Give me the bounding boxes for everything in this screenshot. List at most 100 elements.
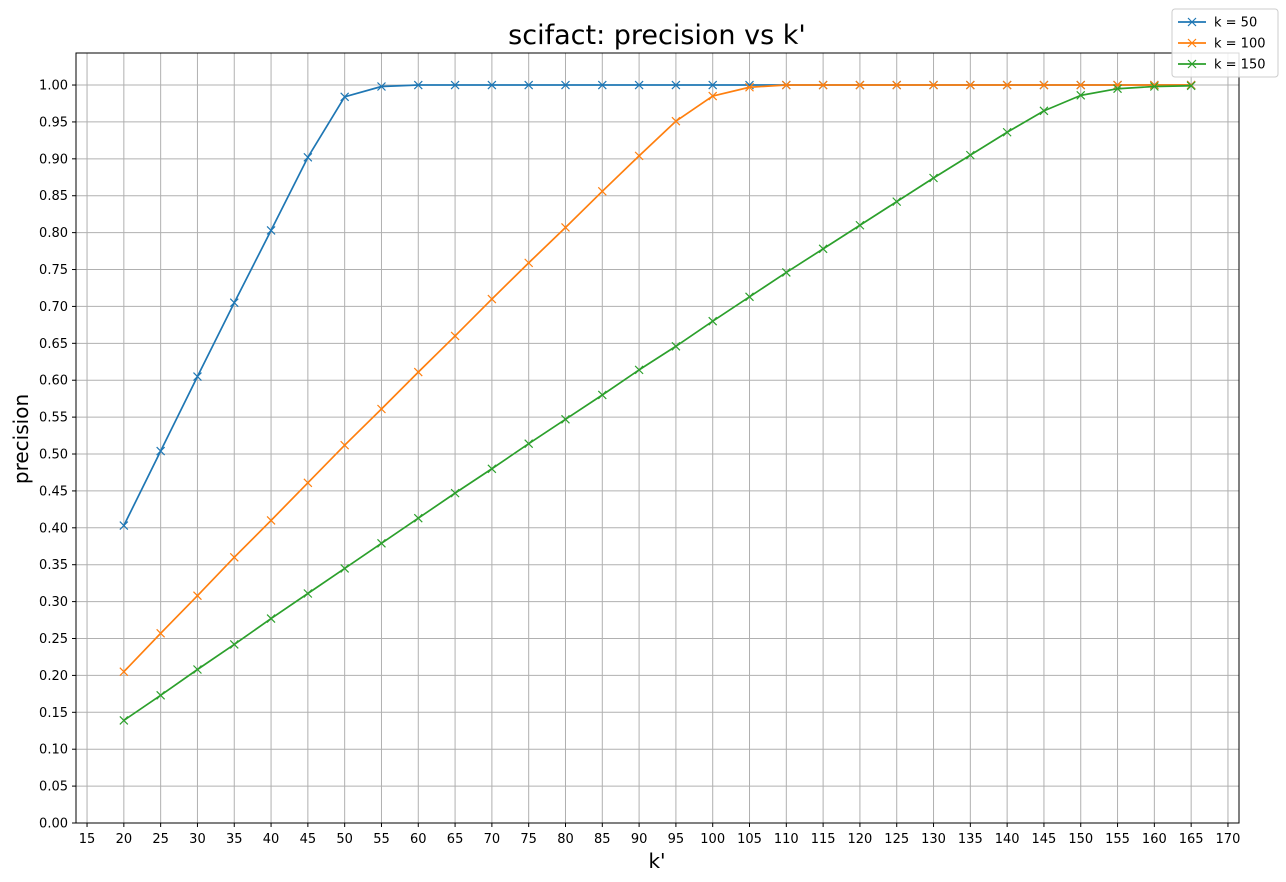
data-point xyxy=(708,91,718,101)
data-point xyxy=(1039,80,1049,90)
legend-box xyxy=(1171,8,1279,78)
legend-marker xyxy=(1187,38,1197,48)
x-tick-label: 95 xyxy=(668,832,685,847)
data-point xyxy=(119,715,129,725)
y-tick-label: 0.95 xyxy=(39,115,68,130)
data-point xyxy=(524,439,534,449)
data-point xyxy=(303,589,313,598)
y-tick-label: 0.10 xyxy=(39,743,68,758)
data-point xyxy=(597,390,607,400)
data-point xyxy=(855,80,865,90)
data-point xyxy=(156,690,166,700)
data-point xyxy=(818,80,828,90)
y-tick-label: 0.50 xyxy=(39,448,68,463)
x-tick-label: 115 xyxy=(811,832,836,847)
data-point xyxy=(1002,127,1012,137)
data-point xyxy=(303,478,313,488)
x-tick-label: 20 xyxy=(116,832,133,847)
data-point xyxy=(671,116,681,126)
x-tick-label: 15 xyxy=(79,832,96,847)
data-point xyxy=(965,80,975,90)
data-point xyxy=(929,80,938,90)
x-tick-label: 145 xyxy=(1032,832,1057,847)
data-point xyxy=(193,372,202,381)
data-point xyxy=(561,414,570,424)
y-tick-label: 0.55 xyxy=(39,411,68,426)
series-line xyxy=(123,84,1192,722)
legend: k = 50 k = 100 k = 150 xyxy=(1171,8,1279,78)
legend-item: k = 50 xyxy=(1178,16,1257,31)
y-axis: 0.00 0.05 0.10 0.15 0.20 0.25 0.30 0.35 0.40 0.45… xyxy=(39,79,76,832)
data-point xyxy=(745,82,754,92)
y-tick-label: 0.15 xyxy=(39,706,68,721)
x-tick-label: 55 xyxy=(373,832,390,847)
x-tick-label: 65 xyxy=(447,832,464,847)
legend-marker xyxy=(1187,17,1197,27)
data-point xyxy=(377,538,386,548)
data-point xyxy=(892,197,902,207)
legend-item: k = 150 xyxy=(1178,58,1266,73)
legend-item: k = 100 xyxy=(1178,37,1266,52)
x-tick-label: 70 xyxy=(484,832,501,847)
x-tick-label: 50 xyxy=(336,832,353,847)
x-tick-label: 35 xyxy=(226,832,243,847)
x-tick-label: 140 xyxy=(995,832,1020,847)
data-point xyxy=(781,80,791,90)
x-tick-label: 155 xyxy=(1105,832,1130,847)
x-tick-label: 105 xyxy=(737,832,762,847)
data-point xyxy=(450,488,460,498)
x-tick-label: 85 xyxy=(594,832,611,847)
x-tick-label: 60 xyxy=(410,832,427,847)
x-tick-label: 30 xyxy=(189,832,206,847)
y-tick-label: 0.05 xyxy=(39,780,68,795)
data-point xyxy=(708,80,718,90)
data-point xyxy=(965,150,975,160)
y-tick-label: 0.25 xyxy=(39,632,68,647)
data-point xyxy=(229,552,239,562)
data-point xyxy=(266,225,276,235)
data-point xyxy=(266,516,276,525)
x-tick-label: 120 xyxy=(848,832,873,847)
y-tick-label: 0.70 xyxy=(39,300,68,315)
data-point xyxy=(119,667,129,677)
legend-marker xyxy=(1187,59,1197,69)
y-tick-label: 0.20 xyxy=(39,669,68,684)
legend-label: k = 50 xyxy=(1214,16,1257,31)
x-tick-label: 75 xyxy=(520,832,537,847)
data-point xyxy=(1076,80,1086,90)
data-point xyxy=(634,151,644,161)
y-tick-label: 0.45 xyxy=(39,484,68,499)
x-tick-label: 100 xyxy=(700,832,725,847)
y-tick-label: 0.35 xyxy=(39,558,68,573)
y-tick-label: 0.30 xyxy=(39,595,68,610)
y-tick-label: 0.90 xyxy=(39,152,68,167)
data-point xyxy=(597,186,607,196)
y-tick-label: 0.65 xyxy=(39,337,68,352)
legend-label: k = 100 xyxy=(1214,37,1266,52)
data-point xyxy=(450,80,460,90)
data-point xyxy=(597,80,607,90)
data-point xyxy=(413,513,423,523)
x-tick-label: 110 xyxy=(774,832,799,847)
data-point xyxy=(818,244,828,254)
x-tick-label: 25 xyxy=(152,832,169,847)
data-point xyxy=(156,446,166,456)
data-point xyxy=(929,173,938,183)
data-point xyxy=(1186,81,1196,91)
data-point xyxy=(413,367,423,377)
data-point xyxy=(487,80,497,90)
data-point xyxy=(1039,106,1049,116)
data-point xyxy=(340,563,350,573)
data-point xyxy=(340,92,350,102)
x-tick-label: 125 xyxy=(884,832,909,847)
y-tick-label: 0.85 xyxy=(39,189,68,204)
data-point xyxy=(229,298,239,308)
grid xyxy=(76,53,1239,824)
data-point xyxy=(708,316,718,326)
data-point xyxy=(1076,90,1086,100)
data-point xyxy=(561,223,570,232)
data-point xyxy=(377,404,386,414)
data-point xyxy=(487,294,497,304)
data-point xyxy=(340,440,350,450)
